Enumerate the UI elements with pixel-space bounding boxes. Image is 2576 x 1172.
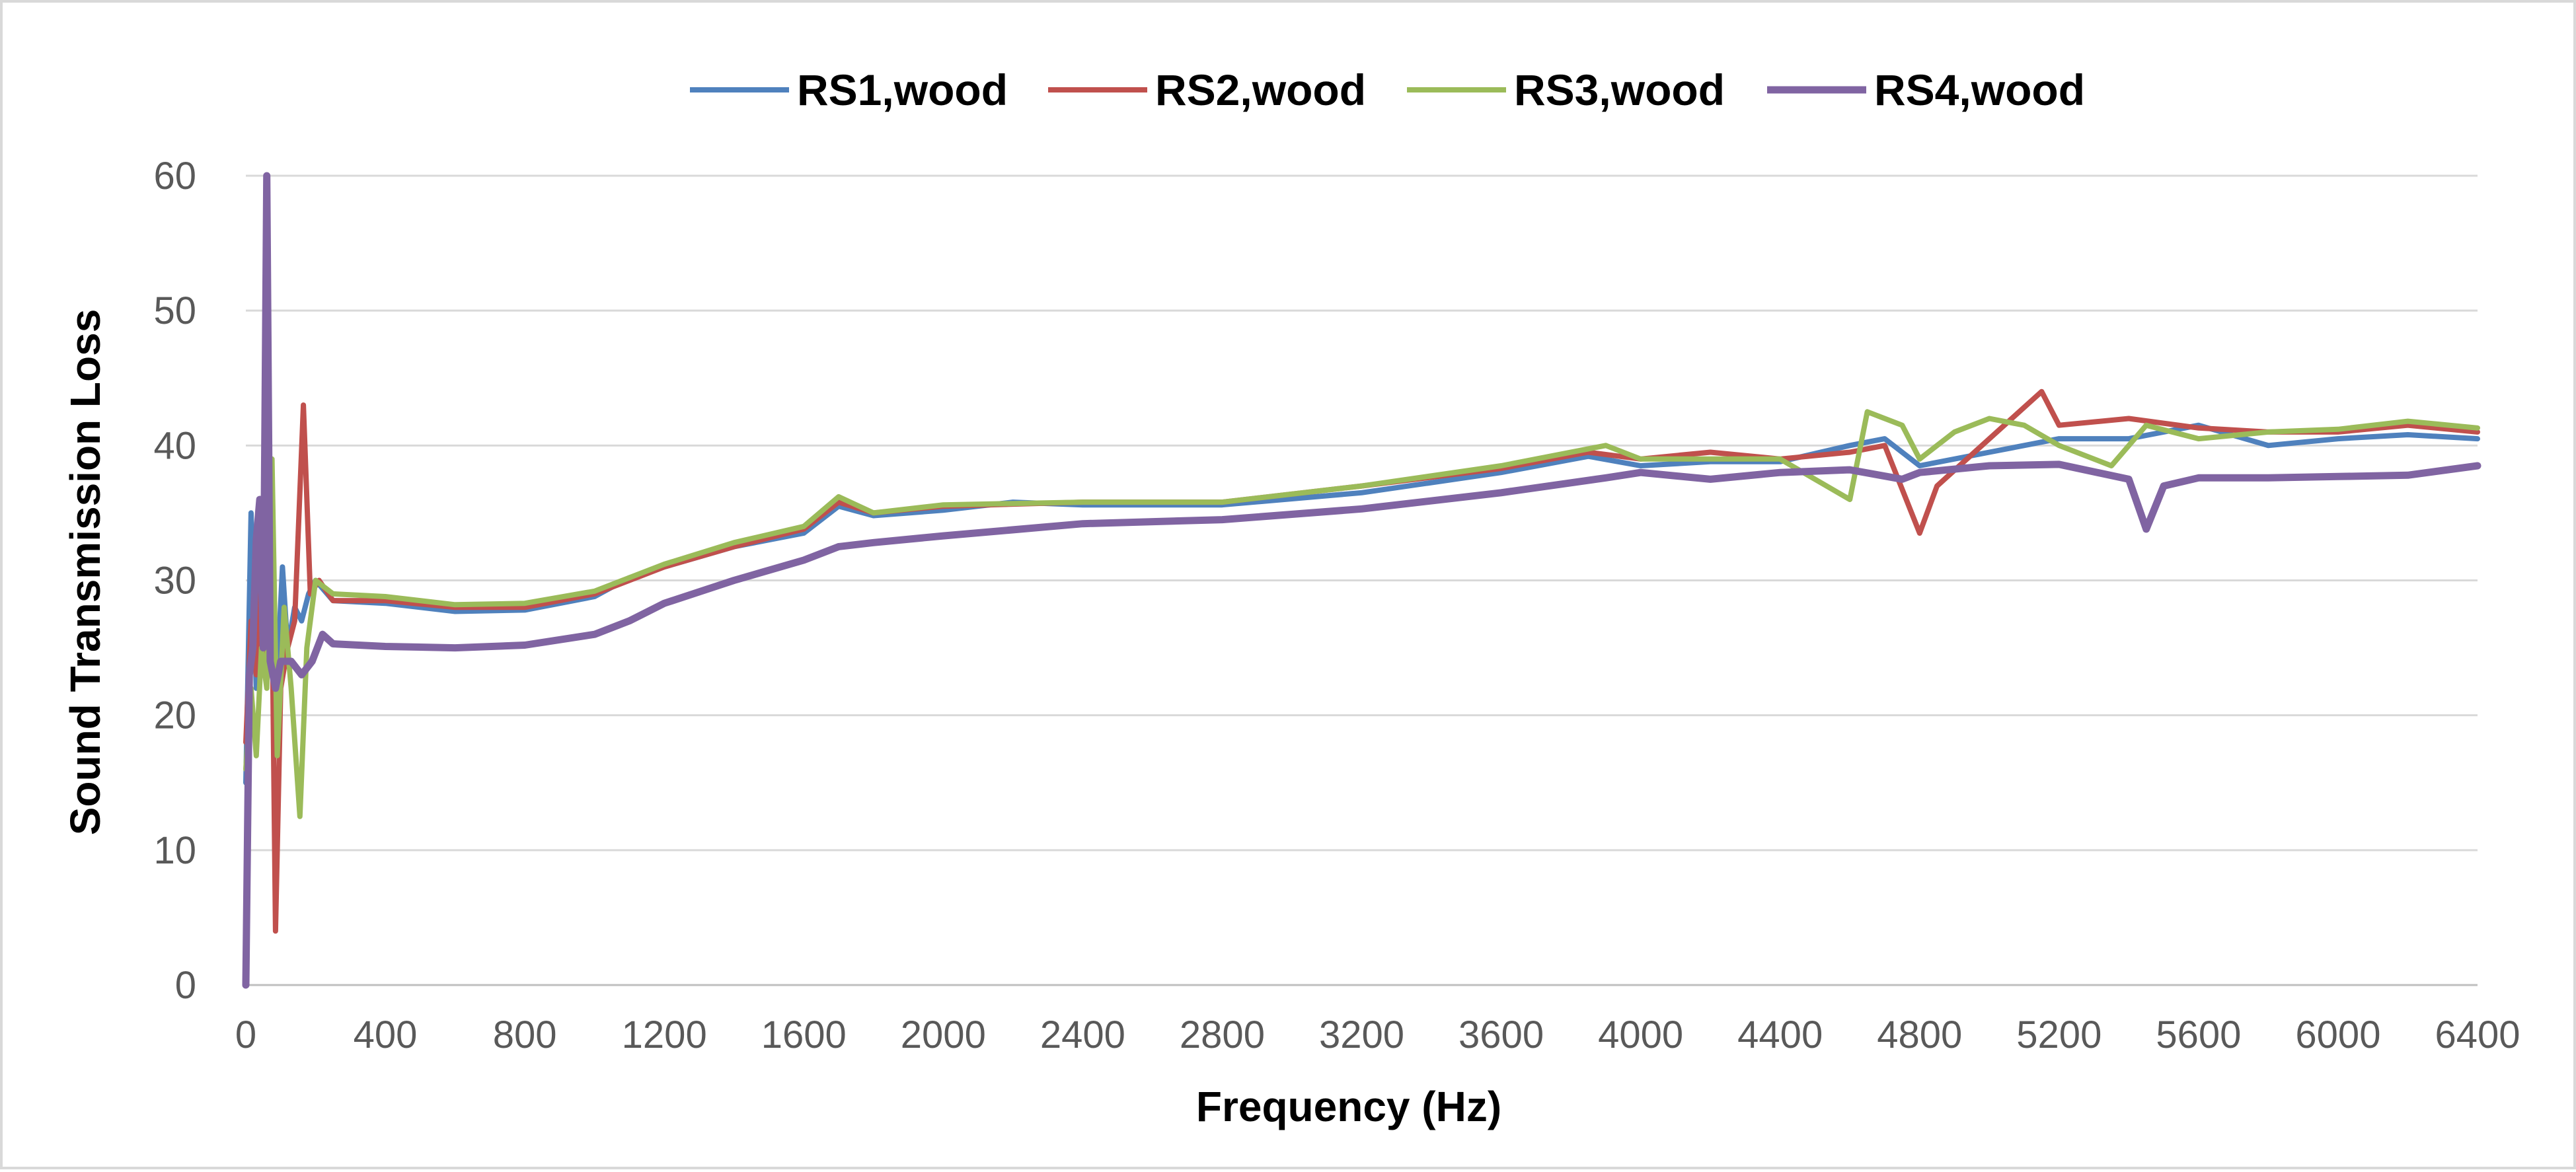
series-line-4 [242,172,2481,989]
x-tick-label: 4000 [1598,1013,1683,1056]
y-tick-label: 30 [153,560,196,603]
x-tick-label: 4800 [1877,1013,1962,1056]
y-tick-label: 10 [153,829,196,872]
y-tick-label: 50 [153,289,196,332]
line-chart: 0 400 800 1200 1600 2000 2400 2800 3200 3600 4000 4… [61,65,2520,1130]
x-axis-tick-labels: 0 400 800 1200 1600 2000 2400 2800 3200 3600 4000 4… [235,1013,2520,1056]
y-tick-label: 0 [175,964,196,1007]
legend-label-1: RS1,wood [797,65,1008,114]
x-tick-label: 2000 [901,1013,986,1056]
y-axis-tick-labels: 0 10 20 30 40 50 60 [153,155,196,1007]
series-lines [242,172,2481,989]
x-tick-label: 5200 [2016,1013,2102,1056]
x-tick-label: 800 [493,1013,557,1056]
series-line-3 [243,409,2480,819]
x-tick-label: 1600 [761,1013,847,1056]
y-tick-label: 60 [153,155,196,198]
x-tick-label: 6000 [2295,1013,2380,1056]
x-tick-label: 400 [354,1013,418,1056]
y-tick-label: 40 [153,424,196,467]
series-line-1 [243,422,2480,786]
x-tick-label: 3200 [1319,1013,1404,1056]
x-tick-label: 4400 [1737,1013,1823,1056]
x-tick-label: 2800 [1180,1013,1265,1056]
x-tick-label: 5600 [2156,1013,2241,1056]
legend: RS1,wood RS2,wood RS3,wood RS4,wood [690,65,2085,114]
x-tick-label: 3600 [1458,1013,1544,1056]
legend-label-4: RS4,wood [1874,65,2085,114]
x-tick-label: 6400 [2435,1013,2520,1056]
y-tick-label: 20 [153,694,196,737]
x-tick-label: 2400 [1040,1013,1125,1056]
legend-label-3: RS3,wood [1514,65,1725,114]
x-axis-title: Frequency (Hz) [1196,1083,1501,1130]
x-tick-label: 0 [235,1013,256,1056]
legend-label-2: RS2,wood [1155,65,1366,114]
x-tick-label: 1200 [622,1013,707,1056]
y-axis-title: Sound Transmission Loss [61,309,109,836]
